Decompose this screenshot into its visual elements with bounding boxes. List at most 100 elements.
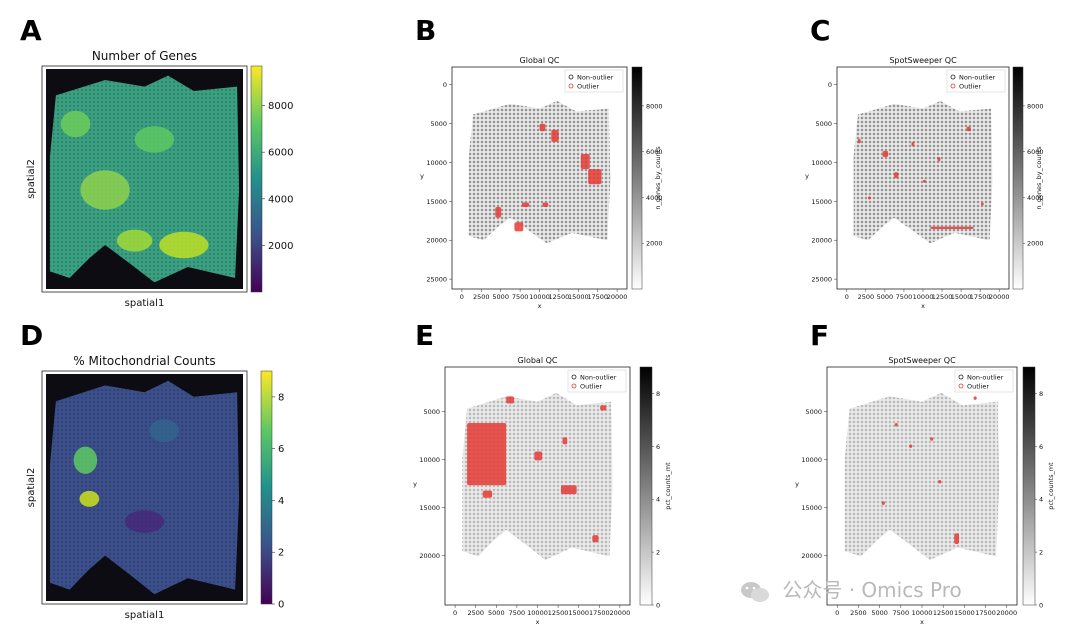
y-axis-label: spatial2 [26, 468, 37, 508]
chart-title: Global QC [518, 356, 558, 365]
chart-title: Global QC [520, 56, 560, 65]
x-tick-label: 20000 [610, 609, 631, 617]
outlier-cluster [482, 490, 493, 498]
outlier-cluster [562, 437, 568, 445]
colorbar-tick-label: 2000 [268, 241, 293, 252]
y-axis-label: y [795, 480, 799, 488]
legend-marker-outlier [958, 383, 964, 389]
y-tick-label: 15000 [419, 504, 440, 512]
panel-label: E [415, 319, 434, 352]
colorbar-tick-label: 8000 [268, 101, 293, 112]
x-axis-label: spatial1 [125, 298, 165, 309]
outlier-cluster [894, 423, 898, 427]
x-tick-label: 17500 [975, 609, 996, 617]
spot-grid [844, 392, 1000, 560]
y-tick-label: 20000 [801, 552, 822, 560]
colorbar [260, 370, 273, 605]
legend-marker-outlier [571, 383, 577, 389]
outlier-cluster [930, 437, 934, 441]
colorbar-tick-label: 8 [278, 392, 284, 403]
outlier-cluster [881, 501, 885, 505]
y-tick-label: 25000 [811, 276, 832, 284]
x-tick-label: 17500 [970, 293, 991, 301]
colorbar-tick-label: 2 [1039, 549, 1043, 557]
outlier-cluster [937, 157, 941, 162]
panel-label: A [20, 14, 42, 47]
colorbar [1022, 366, 1036, 606]
colorbar-tick-label: 6 [1039, 443, 1043, 451]
y-tick-label: 25000 [426, 276, 447, 284]
colorbar-tick-label: 8 [656, 390, 660, 398]
x-tick-label: 10000 [912, 609, 933, 617]
legend-label: Non-outlier [967, 374, 1004, 382]
x-tick-label: 7500 [509, 609, 526, 617]
outlier-cluster [539, 123, 546, 132]
legend-box [567, 369, 627, 393]
x-axis-label: x [921, 302, 925, 310]
colorbar-tick-label: 6000 [268, 148, 293, 159]
x-tick-label: 17500 [589, 609, 610, 617]
legend-label: Outlier [577, 83, 599, 91]
legend-marker-outlier [950, 83, 956, 89]
outlier-cluster [857, 138, 861, 144]
spot-grid [853, 100, 993, 244]
x-tick-label: 10000 [913, 293, 934, 301]
x-tick-label: 5000 [877, 293, 894, 301]
x-tick-label: 15000 [568, 293, 589, 301]
outlier-cluster [514, 222, 524, 232]
wechat-logo-icon [741, 581, 769, 602]
x-tick-label: 12500 [932, 293, 953, 301]
x-axis-label: x [538, 302, 542, 310]
x-tick-label: 2500 [850, 609, 867, 617]
y-axis-label: y [413, 480, 417, 488]
outlier-cluster [882, 150, 889, 157]
x-tick-label: 20000 [607, 293, 628, 301]
y-tick-label: 0 [828, 81, 832, 89]
y-tick-label: 5000 [430, 120, 447, 128]
y-tick-label: 15000 [811, 198, 832, 206]
colorbar [250, 65, 263, 293]
outlier-cluster [534, 451, 543, 461]
intensity-patch [80, 170, 130, 210]
x-axis-label: x [920, 618, 924, 626]
y-tick-label: 0 [443, 81, 447, 89]
legend-box [954, 369, 1014, 393]
x-tick-label: 17500 [587, 293, 608, 301]
colorbar-label: n_genes_by_counts [1035, 146, 1043, 210]
intensity-patch [134, 126, 175, 153]
colorbar-tick-label: 0 [1039, 602, 1043, 610]
colorbar-tick-label: 4000 [646, 194, 663, 202]
y-tick-label: 10000 [426, 159, 447, 167]
legend-marker-nonoutlier [950, 74, 956, 80]
outlier-cluster [938, 479, 942, 484]
y-tick-label: 15000 [426, 198, 447, 206]
y-tick-label: 10000 [419, 456, 440, 464]
panel-a: A Number of Genes spatial1 spatial2 2000 4000… [20, 14, 293, 309]
spot-grid [49, 380, 240, 595]
legend-box [946, 69, 1006, 93]
colorbar-tick-label: 2000 [646, 240, 663, 248]
x-tick-label: 7500 [893, 609, 910, 617]
outlier-cluster [506, 396, 515, 404]
outlier-cluster [909, 444, 913, 448]
colorbar-tick-label: 4000 [268, 194, 293, 205]
legend-label: Outlier [959, 83, 981, 91]
x-tick-label: 15000 [568, 609, 589, 617]
outlier-cluster [560, 485, 577, 495]
outlier-cluster [973, 396, 977, 400]
colorbar-tick-label: 4 [278, 496, 284, 507]
outlier-cluster [911, 141, 915, 147]
chart-title: % Mitochondrial Counts [73, 354, 215, 368]
spot-grid [49, 75, 240, 283]
spot-grid [468, 100, 611, 244]
colorbar-tick-label: 4 [656, 496, 660, 504]
x-tick-label: 0 [460, 293, 464, 301]
x-tick-label: 5000 [488, 609, 505, 617]
outlier-cluster [580, 153, 590, 170]
colorbar-tick-label: 8000 [646, 102, 663, 110]
legend-label: Non-outlier [959, 74, 996, 82]
intensity-patch [60, 110, 91, 138]
